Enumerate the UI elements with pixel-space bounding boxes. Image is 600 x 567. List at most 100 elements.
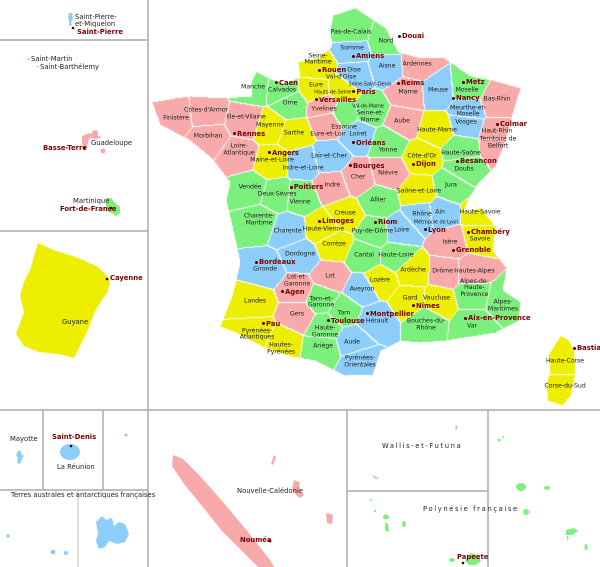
department-haute-garonne: Haute-Garonne — [311, 324, 339, 338]
prefecture-n-mes: Nîmes — [412, 303, 440, 310]
city-name: Bastia — [577, 344, 600, 352]
city-dot-icon — [315, 98, 318, 102]
prefecture-orl-ans: Orléans — [352, 138, 386, 147]
department-gard: Gard — [402, 294, 418, 302]
city-dot-icon — [452, 248, 455, 252]
department-hautes-alpes: Hautes-Alpes — [454, 267, 495, 275]
department-lot: Lot — [325, 272, 335, 280]
department-aude: Aude — [344, 338, 360, 346]
martinique-label: Martinique — [73, 197, 110, 205]
city-name: Grenoble — [456, 246, 491, 255]
mayotte-shape — [16, 451, 24, 464]
department-hauts-de-seine: Hauts-de-Seine — [314, 88, 352, 95]
department-vosges: Vosges — [455, 118, 477, 126]
department-rh-ne: Rhône — [412, 210, 432, 218]
city-dot-icon — [326, 319, 330, 323]
city-name: Amiens — [356, 52, 385, 61]
department-cantal: Cantal — [354, 251, 374, 259]
city-dot-icon — [573, 346, 576, 350]
city-name: Orléans — [356, 138, 386, 147]
department-sarthe: Sarthe — [283, 130, 305, 138]
department-ain: Ain — [435, 208, 445, 216]
department-somme: Somme — [340, 44, 364, 52]
basse-terre-dot — [82, 146, 86, 150]
city-name: Chambéry — [471, 228, 510, 236]
department-savoie: Savoie — [469, 235, 491, 243]
city-name: Aix-en-Provence — [468, 314, 531, 323]
city-name: Montpellier — [370, 309, 414, 318]
prefecture-paris: Paris — [352, 88, 375, 96]
taaf-island-shape — [6, 534, 10, 538]
prefecture-poitiers: Poitiers — [289, 183, 324, 192]
department-marne: Marne — [398, 88, 418, 96]
prefecture-nancy: Nancy — [452, 95, 480, 102]
reunion-shape — [60, 444, 80, 460]
cayenne-dot — [105, 277, 109, 281]
department-eure-et-loir: Eure-et-Loir — [310, 131, 346, 139]
reunion-label: La Réunion — [57, 463, 95, 471]
department-meurthe-et-moselle: Meurthe-et-Moselle — [449, 103, 486, 118]
prefecture-bordeaux: Bordeaux — [255, 259, 296, 266]
city-name: Reims — [401, 79, 425, 87]
nouvelle-caledonie-shape — [172, 455, 275, 567]
department-sa-ne-et-loire: Saône-et-Loire — [396, 187, 442, 195]
department-m-tropole-de-lyon: Métropole de Lyon — [413, 219, 459, 226]
prefecture-lyon: Lyon — [424, 227, 446, 234]
department-aisne: Aisne — [378, 62, 396, 70]
department-ardennes: Ardennes — [402, 60, 432, 68]
department-landes: Landes — [244, 297, 266, 305]
polynesie-francaise-label: Polynésie française — [423, 505, 519, 513]
department-val-de-marne: Val-de-Marne — [352, 103, 384, 110]
city-dot-icon — [398, 34, 401, 38]
city-dot-icon — [464, 316, 467, 320]
city-dot-icon — [397, 81, 400, 85]
city-name: Versailles — [319, 95, 357, 104]
department-corr-ze: Corrèze — [322, 240, 346, 248]
city-name: Poitiers — [293, 183, 324, 192]
prefecture-rennes: Rennes — [233, 130, 265, 138]
city-name: Lyon — [428, 225, 446, 234]
department-essonne: Essonne — [331, 123, 357, 131]
saint-martin-label: Saint-Martin — [31, 55, 73, 63]
department-eure: Eure — [309, 81, 323, 89]
prefecture-amiens: Amiens — [352, 53, 384, 60]
department-pas-de-calais: Pas-de-Calais — [330, 28, 372, 36]
department-haute-savoie: Haute-Savoie — [459, 208, 501, 216]
prefecture-agen: Agen — [281, 288, 305, 296]
saint-denis-capital: Saint-Denis — [52, 433, 97, 441]
department-bas-rhin: Bas-Rhin — [483, 96, 511, 104]
fort-de-france-capital: Fort-de-France — [60, 205, 117, 213]
department-puy-de-d-me: Puy-de-Dôme — [351, 227, 394, 235]
department-deux-s-vres: Deux-Sèvres — [257, 191, 297, 199]
department-meuse: Meuse — [428, 86, 448, 94]
scattered-island-shape — [124, 433, 128, 437]
department-territoire-de-belfort: Territoire de Belfort — [479, 135, 517, 150]
city-dot-icon — [352, 90, 356, 94]
department-seine-saint-denis: Seine-Saint-Denis — [348, 81, 392, 88]
polynesie-islands — [370, 436, 588, 565]
saint-barthelemy-shape — [37, 66, 39, 67]
department-haute-sa-ne: Haute-Saône — [441, 149, 481, 157]
city-dot-icon — [289, 185, 293, 189]
department-nord: Nord — [378, 37, 394, 45]
department-morbihan: Morbihan — [193, 132, 223, 140]
department-seine-et-marne: Seine-et-Marne — [356, 109, 384, 124]
department-charente-maritime: Charente-Maritime — [243, 212, 275, 227]
city-dot-icon — [374, 220, 377, 224]
city-name: Rouen — [322, 66, 347, 75]
city-name: Besançon — [460, 157, 497, 166]
city-dot-icon — [349, 164, 352, 168]
city-dot-icon — [318, 68, 321, 72]
department-corse-du-sud: Corse-du-Sud — [544, 382, 586, 390]
loyalty-islands-shape — [271, 455, 333, 524]
prefecture-reims: Reims — [397, 80, 424, 87]
department-vaucluse: Vaucluse — [422, 294, 451, 302]
city-dot-icon — [424, 228, 427, 232]
saint-pierre-et-miquelon-shape — [68, 13, 73, 26]
department-pyr-n-es-orientales: Pyrénées-Orientales — [344, 354, 376, 368]
kerguelen-shape — [96, 516, 129, 549]
department-tarn: Tarn — [337, 309, 351, 317]
department-haut-rhin: Haut-Rhin — [481, 127, 513, 135]
